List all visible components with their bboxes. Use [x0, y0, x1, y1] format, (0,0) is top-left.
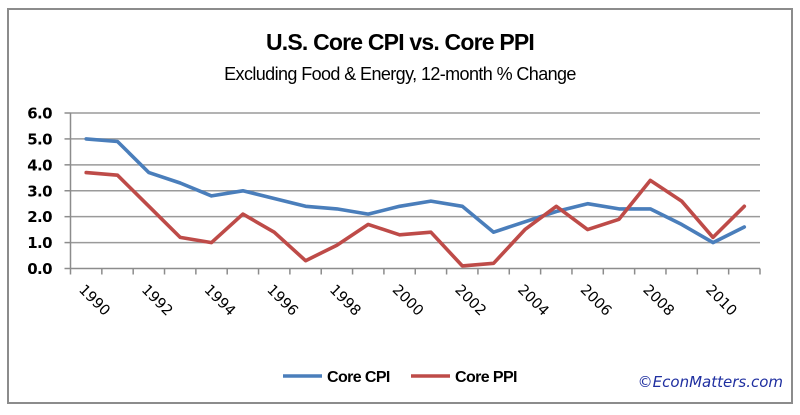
y-tick-label: 4.0 [27, 156, 52, 174]
chart-subtitle: Excluding Food & Energy, 12-month % Chan… [224, 64, 576, 84]
legend: Core CPI Core PPI [283, 369, 518, 386]
axes [64, 112, 761, 275]
y-tick-label: 2.0 [27, 208, 52, 226]
y-tick-label: 5.0 [27, 130, 52, 148]
series-line-core-cpi [84, 137, 747, 245]
y-axis-tick-labels: 0.0 1.0 2.0 3.0 4.0 5.0 6.0 [27, 105, 53, 279]
y-tick-label: 6.0 [27, 105, 52, 123]
y-tick-label: 1.0 [27, 234, 52, 252]
series-line-core-ppi [84, 170, 747, 268]
legend-label-core-cpi: Core CPI [327, 369, 390, 386]
y-tick-label: 3.0 [27, 182, 52, 200]
gridlines [70, 112, 760, 244]
copyright-annotation: ©EconMatters.com [638, 373, 783, 391]
series [84, 137, 747, 268]
chart-title: U.S. Core CPI vs. Core PPI [266, 29, 534, 55]
y-tick-label: 0.0 [27, 260, 52, 278]
legend-label-core-ppi: Core PPI [455, 369, 517, 386]
